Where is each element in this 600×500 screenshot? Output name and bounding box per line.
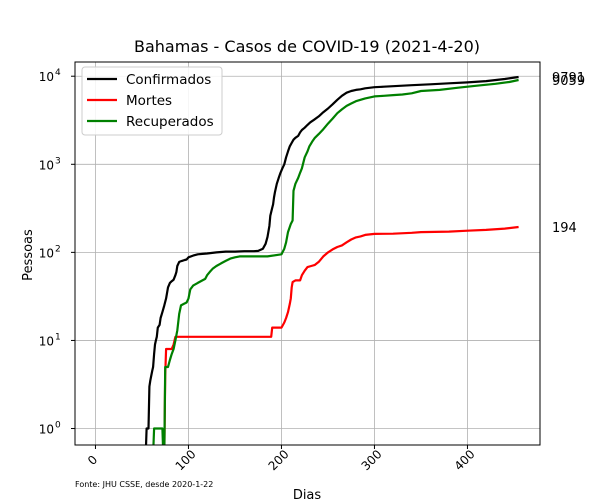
chart-title: Bahamas - Casos de COVID-19 (2021-4-20) bbox=[134, 37, 480, 56]
y-tick-label: 10 bbox=[39, 423, 54, 437]
plot-frame bbox=[74, 61, 541, 446]
x-tick-label: 0 bbox=[85, 453, 100, 468]
y-tick-label: 10 bbox=[39, 246, 54, 260]
source-footnote: Fonte: JHU CSSE, desde 2020-1-22 bbox=[75, 480, 213, 489]
series-group bbox=[144, 75, 519, 445]
y-tick-exponent: 1 bbox=[55, 332, 61, 342]
x-tick-label: 100 bbox=[173, 447, 199, 473]
series-line-recuperados bbox=[152, 78, 519, 445]
legend-box bbox=[81, 66, 223, 136]
series-line-mortes bbox=[163, 225, 519, 445]
x-tick-label: 300 bbox=[359, 447, 385, 473]
legend-label-mortes: Mortes bbox=[126, 93, 172, 109]
y-tick-exponent: 3 bbox=[55, 156, 61, 166]
y-tick-exponent: 2 bbox=[55, 244, 61, 254]
x-axis-label: Dias bbox=[293, 488, 322, 500]
end-labels: 9791 194 9059 bbox=[552, 71, 585, 236]
y-tick-exponent: 0 bbox=[55, 421, 61, 431]
legend-label-confirmados: Confirmados bbox=[126, 72, 211, 88]
y-tick-label: 10 bbox=[39, 158, 54, 172]
legend-label-recuperados: Recuperados bbox=[126, 114, 214, 130]
y-axis-label: Pessoas bbox=[21, 229, 36, 281]
x-tick-label: 200 bbox=[266, 447, 292, 473]
y-tick-exponent: 4 bbox=[55, 68, 61, 78]
y-tick-label: 10 bbox=[39, 334, 54, 348]
x-tick-label: 400 bbox=[452, 447, 478, 473]
end-label-recuperados: 9059 bbox=[552, 74, 585, 89]
x-axis-ticks: 0 100 200 300 400 bbox=[85, 445, 478, 473]
y-tick-label: 10 bbox=[39, 70, 54, 84]
series-line-confirmados bbox=[144, 75, 519, 445]
end-label-confirmados: 9791 bbox=[552, 71, 585, 86]
legend: Confirmados Mortes Recuperados bbox=[81, 66, 223, 136]
end-label-mortes: 194 bbox=[552, 221, 577, 236]
